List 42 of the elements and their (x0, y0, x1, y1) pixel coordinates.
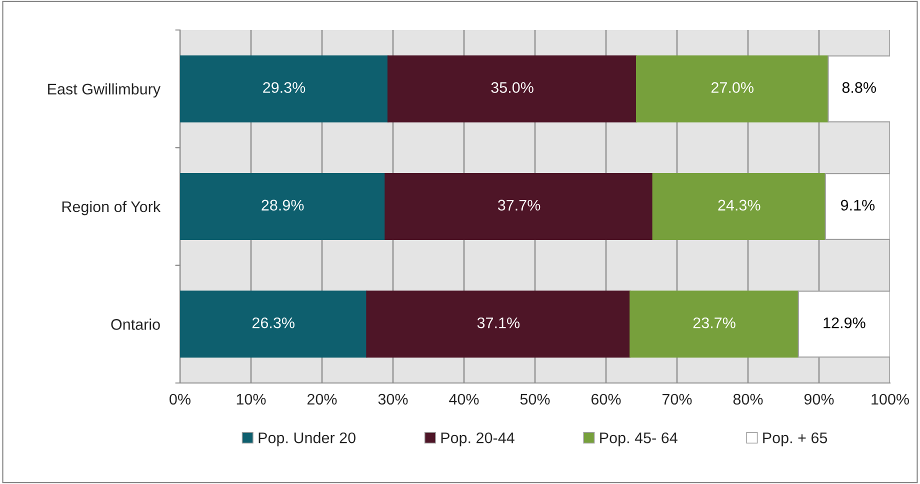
legend-label: Pop. 45- 64 (600, 432, 678, 446)
legend-label: Pop. 20-44 (441, 432, 514, 446)
data-label: 35.0% (491, 82, 534, 93)
x-tick-label: 30% (378, 394, 408, 405)
bar (180, 173, 386, 240)
x-tick-label: 70% (662, 394, 692, 405)
data-label: 24.3% (718, 200, 760, 211)
bar (630, 290, 799, 358)
data-label: 23.7% (693, 317, 736, 328)
bar (180, 290, 368, 358)
bar (636, 55, 829, 122)
data-label: 26.3% (252, 317, 294, 328)
bar (366, 290, 631, 358)
bar (180, 55, 389, 122)
legend-label: Pop. Under 20 (258, 432, 356, 446)
x-tick-label: 50% (520, 394, 550, 405)
x-tick-label: 100% (872, 394, 909, 405)
y-tick-label: Ontario (111, 318, 160, 330)
bar (824, 173, 890, 240)
x-tick-label: 10% (236, 394, 266, 405)
x-tick-label: 90% (804, 394, 834, 405)
bar (652, 173, 826, 240)
x-tick-label: 0% (170, 394, 190, 405)
x-tick-label: 60% (591, 394, 621, 405)
x-tick-label: 40% (449, 394, 479, 405)
bar (828, 55, 890, 122)
data-label: 27.0% (711, 82, 754, 93)
data-label: 29.3% (263, 82, 306, 93)
x-tick-label: 80% (733, 394, 763, 405)
y-tick-label: East Gwillimbury (48, 83, 161, 98)
y-tick-label: Region of York (62, 200, 161, 216)
data-label: 28.9% (262, 200, 304, 211)
legend-label: Pop. + 65 (763, 432, 828, 446)
data-label: 8.8% (842, 82, 876, 93)
data-label: 37.7% (498, 200, 540, 211)
bar (384, 173, 654, 240)
data-label: 9.1% (841, 200, 875, 211)
x-tick-label: 20% (307, 394, 337, 405)
bar (387, 55, 638, 122)
data-label: 37.1% (477, 317, 520, 328)
bar (798, 290, 890, 358)
data-label: 12.9% (824, 317, 866, 328)
